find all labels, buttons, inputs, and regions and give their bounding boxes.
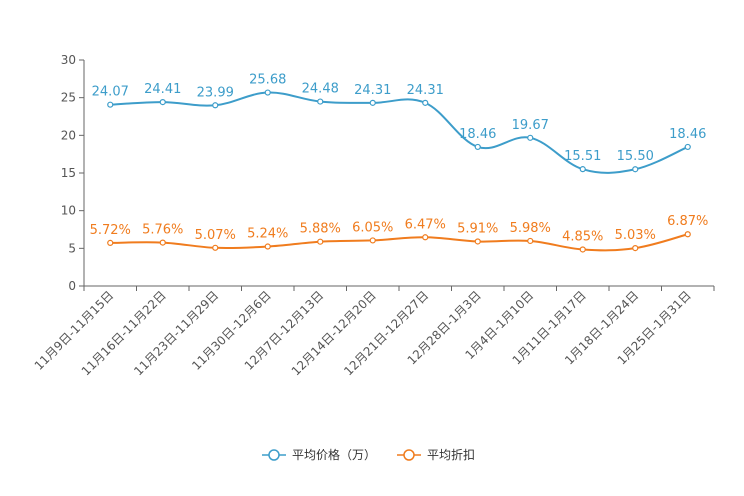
- data-label: 18.46: [459, 127, 496, 142]
- data-point: [264, 89, 271, 96]
- data-point: [579, 166, 586, 173]
- data-label: 5.76%: [142, 223, 183, 238]
- legend-marker-0: [268, 449, 280, 461]
- legend-label-0: 平均价格（万）: [292, 447, 376, 462]
- data-point: [107, 239, 114, 247]
- data-point: [264, 243, 271, 250]
- data-point: [159, 99, 166, 106]
- data-label: 15.51: [564, 149, 601, 164]
- data-point: [107, 101, 114, 108]
- data-label: 18.46: [669, 127, 706, 142]
- y-tick-label: 20: [61, 128, 76, 142]
- data-label: 24.07: [92, 85, 129, 100]
- data-point: [632, 245, 639, 252]
- data-point: [212, 102, 219, 109]
- data-label: 6.47%: [405, 217, 446, 232]
- series-line-1: [110, 233, 689, 252]
- data-point: [527, 134, 534, 141]
- y-tick-label: 0: [68, 279, 76, 293]
- data-label: 24.31: [407, 83, 444, 98]
- data-point: [579, 246, 586, 253]
- data-label: 4.85%: [562, 229, 603, 244]
- y-tick-label: 25: [61, 91, 76, 105]
- data-label: 24.31: [354, 83, 391, 98]
- data-point: [684, 143, 691, 151]
- data-point: [369, 237, 376, 244]
- data-point: [159, 239, 166, 246]
- data-label: 5.24%: [247, 227, 288, 242]
- data-point: [527, 237, 534, 245]
- data-label: 6.87%: [667, 214, 708, 229]
- data-label: 5.03%: [615, 228, 656, 243]
- y-tick-label: 10: [61, 204, 76, 218]
- data-point: [632, 166, 639, 173]
- data-point: [369, 99, 376, 106]
- data-point: [422, 99, 429, 106]
- data-label: 5.07%: [195, 228, 236, 243]
- data-label: 6.05%: [352, 220, 393, 235]
- data-point: [684, 231, 691, 238]
- data-point: [474, 238, 481, 245]
- data-label: 5.72%: [90, 223, 131, 238]
- data-point: [474, 143, 481, 151]
- legend-marker-1: [403, 449, 415, 461]
- data-point: [422, 234, 429, 241]
- data-label: 24.41: [144, 82, 181, 97]
- data-label: 19.67: [512, 118, 549, 133]
- y-tick-label: 30: [61, 53, 76, 67]
- y-tick-label: 15: [61, 166, 76, 180]
- data-point: [212, 244, 219, 251]
- data-label: 25.68: [249, 73, 286, 88]
- legend-label-1: 平均折扣: [427, 447, 475, 462]
- data-label: 5.98%: [510, 221, 551, 236]
- data-label: 15.50: [617, 149, 654, 164]
- y-tick-label: 5: [68, 241, 76, 255]
- data-label: 24.48: [302, 82, 339, 97]
- data-point: [317, 98, 324, 105]
- data-label: 23.99: [197, 85, 234, 100]
- data-label: 5.88%: [300, 222, 341, 237]
- data-point: [317, 238, 324, 245]
- data-label: 5.91%: [457, 221, 498, 236]
